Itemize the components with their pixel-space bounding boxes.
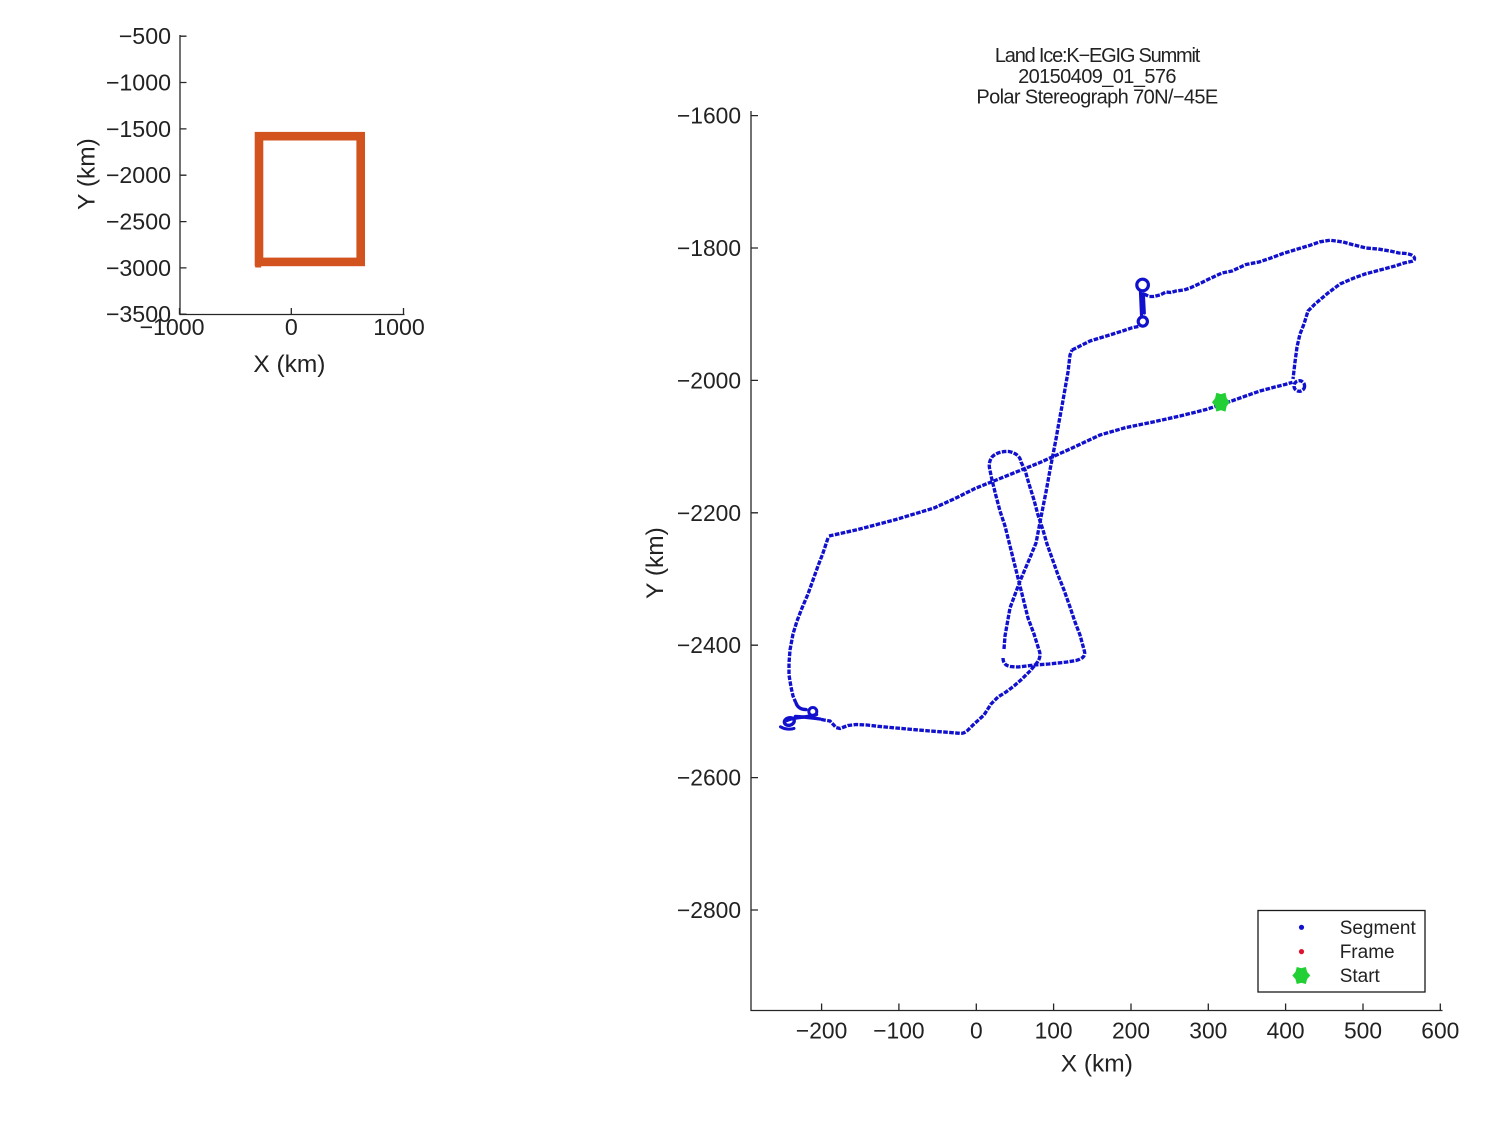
svg-text:−2800: −2800: [677, 897, 741, 923]
svg-text:−2000: −2000: [106, 162, 171, 188]
svg-text:−1500: −1500: [106, 116, 171, 142]
svg-text:−2200: −2200: [677, 500, 741, 526]
svg-text:200: 200: [1112, 1018, 1150, 1044]
svg-text:−100: −100: [873, 1018, 924, 1044]
svg-text:Polar Stereograph 70N/−45E: Polar Stereograph 70N/−45E: [976, 87, 1218, 109]
svg-text:0: 0: [970, 1018, 983, 1044]
svg-text:Start: Start: [1340, 966, 1381, 987]
svg-text:X (km): X (km): [253, 351, 325, 378]
svg-text:−1000: −1000: [139, 314, 204, 340]
svg-text:−3000: −3000: [106, 255, 171, 281]
svg-text:−3500: −3500: [106, 301, 171, 327]
svg-text:400: 400: [1267, 1018, 1305, 1044]
svg-text:−1000: −1000: [106, 70, 171, 96]
svg-text:1000: 1000: [373, 314, 425, 340]
svg-text:Segment: Segment: [1340, 918, 1417, 939]
svg-text:−2000: −2000: [677, 367, 741, 393]
svg-text:Y (km): Y (km): [642, 527, 669, 599]
svg-text:−2500: −2500: [106, 209, 171, 235]
svg-text:20150409_01_576: 20150409_01_576: [1018, 66, 1176, 88]
svg-text:Frame: Frame: [1340, 942, 1395, 963]
svg-text:−200: −200: [796, 1018, 847, 1044]
svg-text:300: 300: [1189, 1018, 1227, 1044]
svg-text:100: 100: [1035, 1018, 1073, 1044]
svg-text:−500: −500: [119, 23, 171, 49]
svg-text:−2600: −2600: [677, 765, 741, 791]
svg-text:600: 600: [1421, 1018, 1459, 1044]
svg-text:−1800: −1800: [677, 235, 741, 261]
svg-text:Land Ice:K−EGIG Summit: Land Ice:K−EGIG Summit: [995, 45, 1201, 67]
svg-text:−1600: −1600: [677, 103, 741, 129]
svg-text:0: 0: [285, 314, 298, 340]
svg-text:Y (km): Y (km): [74, 138, 101, 210]
svg-text:500: 500: [1344, 1018, 1382, 1044]
svg-text:X (km): X (km): [1061, 1051, 1133, 1078]
svg-text:−2400: −2400: [677, 632, 741, 658]
